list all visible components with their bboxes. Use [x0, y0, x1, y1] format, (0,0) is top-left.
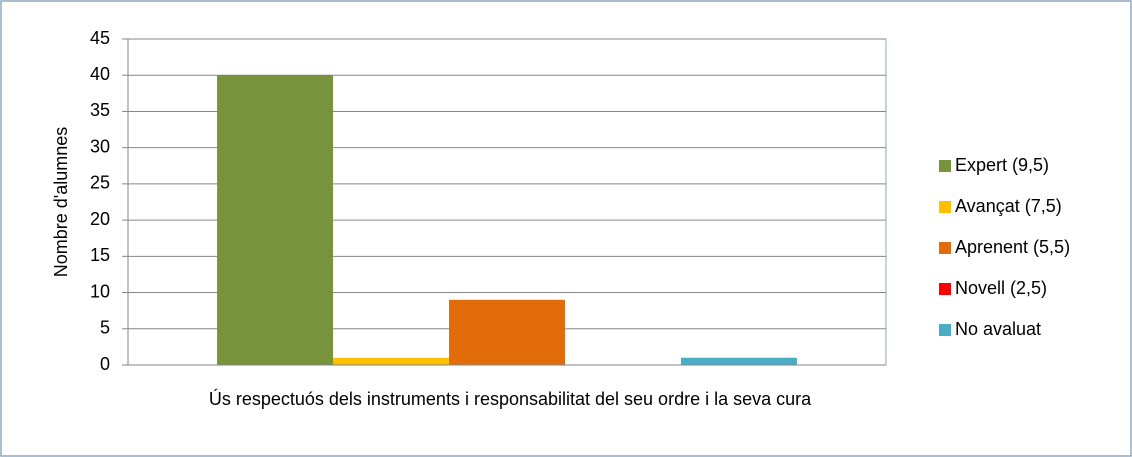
y-axis-label: Nombre d'alumnes: [51, 127, 71, 278]
y-tick-label: 35: [90, 100, 110, 120]
x-tick-label: Ús respectuós dels instruments i respons…: [208, 389, 812, 409]
legend-swatch: [939, 201, 951, 213]
legend-swatch: [939, 160, 951, 172]
y-tick-label: 5: [100, 318, 110, 338]
legend-label: No avaluat: [955, 319, 1041, 339]
legend-label: Aprenent (5,5): [955, 237, 1070, 257]
y-tick-label: 45: [90, 28, 110, 48]
legend-swatch: [939, 324, 951, 336]
bar: [217, 75, 334, 365]
bar: [333, 357, 450, 365]
legend-swatch: [939, 242, 951, 254]
y-tick-label: 30: [90, 136, 110, 156]
bar: [680, 357, 797, 365]
y-tick-label: 15: [90, 245, 110, 265]
legend-swatch: [939, 283, 951, 295]
legend-label: Novell (2,5): [955, 278, 1047, 298]
legend-label: Avançat (7,5): [955, 196, 1062, 216]
legend-label: Expert (9,5): [955, 155, 1049, 175]
y-tick-label: 20: [90, 209, 110, 229]
y-tick-label: 10: [90, 281, 110, 301]
bar: [449, 299, 565, 365]
y-tick-label: 25: [90, 173, 110, 193]
y-tick-label: 0: [100, 354, 110, 374]
y-tick-label: 40: [90, 64, 110, 84]
